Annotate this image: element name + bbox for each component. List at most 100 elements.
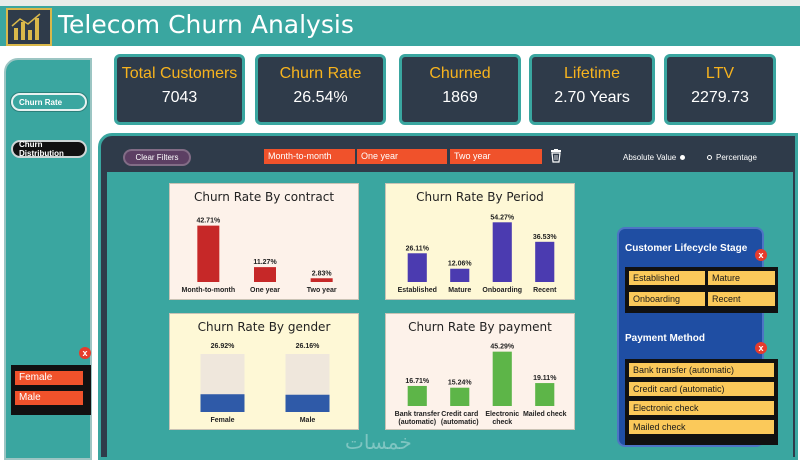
- contract-option-two-year[interactable]: Two year: [450, 149, 542, 164]
- absolute-value-radio[interactable]: Absolute Value: [623, 153, 686, 162]
- category-label: Two year: [307, 287, 337, 294]
- dashboard-panel: Clear Filters Month-to-month One year Tw…: [98, 133, 798, 460]
- category-label: Credit card: [441, 411, 478, 418]
- data-label: 42.71%: [196, 218, 221, 225]
- bar: [492, 222, 512, 282]
- category-label: Male: [300, 417, 316, 424]
- kpi-lifetime: Lifetime 2.70 Years: [529, 54, 655, 125]
- payment-option-bank-transfer[interactable]: Bank transfer (automatic): [629, 363, 774, 377]
- lifecycle-option-recent[interactable]: Recent: [708, 292, 775, 306]
- chart-payment: Churn Rate By payment 16.71% Bank transfe…: [385, 313, 575, 430]
- bar: [535, 383, 555, 406]
- bar: [450, 387, 470, 406]
- bar: [535, 241, 555, 282]
- gender-option-female[interactable]: Female: [15, 371, 83, 385]
- category-label: Mailed check: [523, 411, 567, 418]
- chart-logo-icon: [6, 8, 52, 46]
- bar: [285, 394, 330, 412]
- payment-option-mailed-check[interactable]: Mailed check: [629, 420, 774, 434]
- contract-option-one-year[interactable]: One year: [357, 149, 447, 164]
- percentage-radio[interactable]: Percentage: [707, 153, 757, 162]
- kpi-value: 2.70 Years: [554, 89, 630, 106]
- category-label: Female: [210, 417, 234, 424]
- category-label: One year: [250, 287, 280, 294]
- lifecycle-title: Customer Lifecycle Stage: [625, 243, 748, 254]
- chart-title: Churn Rate By gender: [197, 320, 331, 334]
- chart-payment-svg: 16.71% Bank transfer(automatic) 15.24% Cred…: [395, 344, 567, 426]
- lifecycle-option-established[interactable]: Established: [629, 271, 705, 285]
- bar: [200, 394, 245, 412]
- chart-period-svg: 26.11% Established 12.06% Mature 54.27% Onboa…: [398, 214, 558, 294]
- data-label: 26.16%: [296, 343, 321, 350]
- lifecycle-option-mature[interactable]: Mature: [708, 271, 775, 285]
- bar: [407, 253, 427, 282]
- kpi-churned: Churned 1869: [399, 54, 521, 125]
- percentage-label: Percentage: [716, 153, 757, 162]
- chart-title: Churn Rate By contract: [193, 190, 335, 204]
- kpi-value: 26.54%: [293, 89, 348, 106]
- category-label: (automatic): [441, 419, 479, 426]
- data-label: 26.11%: [406, 245, 430, 252]
- radio-dot-icon: [680, 155, 686, 161]
- kpi-label: Total Customers: [121, 65, 238, 82]
- payment-method-title: Payment Method: [625, 333, 706, 344]
- chart-period: Churn Rate By Period 26.11% Established 12…: [385, 183, 575, 300]
- data-label: 54.27%: [490, 214, 515, 221]
- category-label: (automatic): [398, 419, 436, 426]
- category-label: Established: [398, 287, 437, 294]
- kpi-churn-rate: Churn Rate 26.54%: [255, 54, 386, 125]
- churn-distribution-button[interactable]: Churn Distribution: [11, 140, 87, 158]
- chart-contract-svg: 42.71% Month-to-month 11.27% One year 2.83% T…: [182, 218, 337, 294]
- category-label: Bank transfer: [395, 411, 440, 418]
- kpi-label: Lifetime: [563, 65, 621, 82]
- category-label: Electronic: [485, 411, 519, 418]
- data-label: 12.06%: [448, 261, 473, 268]
- chart-title: Churn Rate By payment: [408, 320, 552, 334]
- kpi-ltv: LTV 2279.73: [664, 54, 776, 125]
- category-label: Recent: [533, 287, 557, 294]
- chart-title: Churn Rate By Period: [416, 190, 544, 204]
- data-label: 36.53%: [533, 234, 558, 241]
- kpi-value: 7043: [161, 89, 198, 106]
- chart-gender: Churn Rate By gender 26.92% Female 26.16% M…: [169, 313, 359, 430]
- data-label: 19.11%: [533, 375, 557, 382]
- data-label: 45.29%: [490, 344, 515, 351]
- payment-option-credit-card[interactable]: Credit card (automatic): [629, 382, 774, 396]
- data-label: 11.27%: [253, 259, 277, 266]
- bar: [407, 385, 427, 406]
- lifecycle-slicer: Established Mature Onboarding Recent: [625, 267, 778, 313]
- kpi-label: LTV: [705, 65, 735, 82]
- data-label: 26.92%: [211, 343, 236, 350]
- kpi-label: Churned: [429, 65, 491, 82]
- kpi-total-customers: Total Customers 7043: [114, 54, 245, 125]
- top-strip: [0, 0, 800, 6]
- churn-rate-button[interactable]: Churn Rate: [11, 93, 87, 111]
- bar: [197, 225, 220, 282]
- payment-option-electronic-check[interactable]: Electronic check: [629, 401, 774, 415]
- chart-contract: Churn Rate By contract 42.71% Month-to-mo…: [169, 183, 359, 300]
- kpi-label: Churn Rate: [279, 65, 362, 82]
- bar: [492, 351, 512, 406]
- contract-option-month-to-month[interactable]: Month-to-month: [264, 149, 355, 164]
- page-title: Telecom Churn Analysis: [58, 10, 354, 39]
- data-label: 15.24%: [448, 380, 473, 387]
- category-label: Month-to-month: [182, 287, 236, 294]
- payment-slicer: Bank transfer (automatic) Credit card (a…: [625, 359, 778, 445]
- clear-payment-filter-icon[interactable]: x: [755, 342, 767, 354]
- data-label: 16.71%: [405, 378, 430, 385]
- category-label: Onboarding: [482, 287, 522, 294]
- radio-dot-icon: [707, 155, 712, 161]
- gender-slicer: Female Male: [11, 365, 91, 415]
- trash-icon[interactable]: [550, 149, 562, 163]
- app-header: Telecom Churn Analysis: [0, 6, 800, 46]
- clear-gender-filter-icon[interactable]: x: [79, 347, 91, 359]
- bar: [310, 278, 333, 282]
- chart-gender-svg: 26.92% Female 26.16% Male: [200, 343, 330, 424]
- clear-lifecycle-filter-icon[interactable]: x: [755, 249, 767, 261]
- kpi-value: 2279.73: [691, 89, 749, 106]
- lifecycle-option-onboarding[interactable]: Onboarding: [629, 292, 705, 306]
- sidebar: Churn Rate Churn Distribution x Female M…: [4, 58, 92, 460]
- gender-option-male[interactable]: Male: [15, 391, 83, 405]
- bar: [254, 267, 276, 282]
- clear-filters-button[interactable]: Clear Filters: [123, 149, 191, 166]
